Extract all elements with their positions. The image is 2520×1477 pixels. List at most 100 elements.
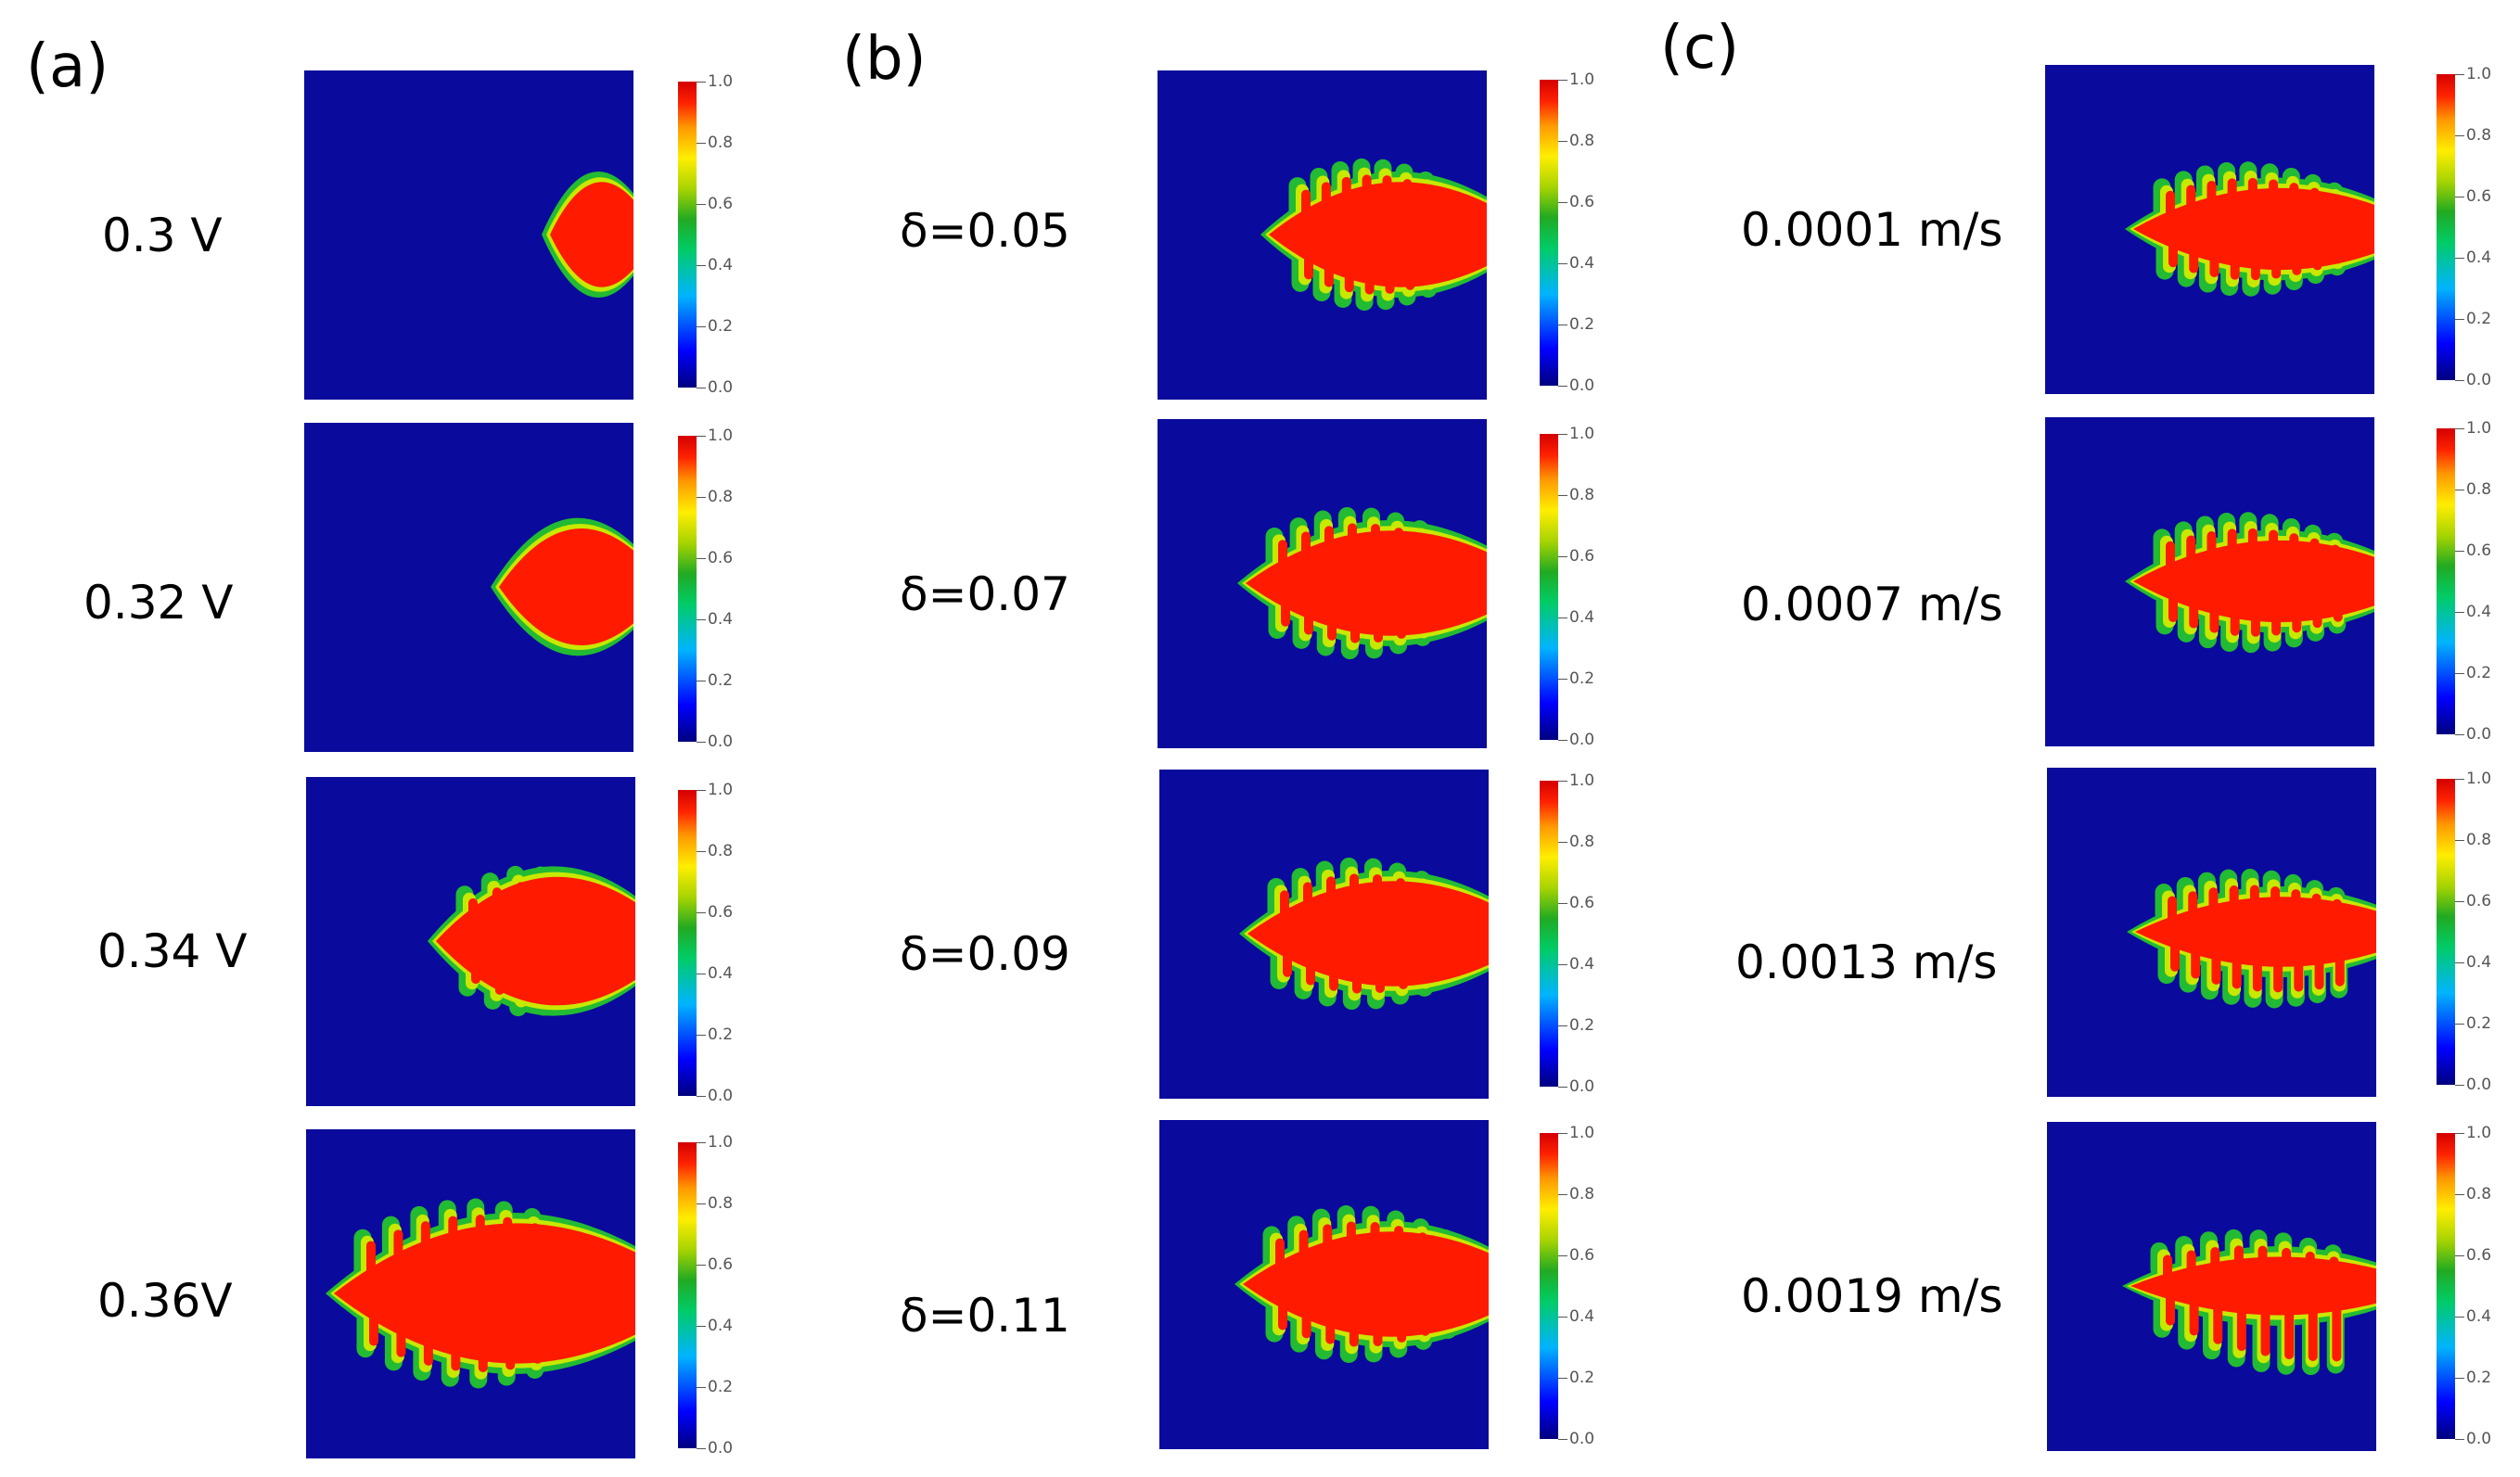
colorbar-tick-label: 1.0 bbox=[708, 427, 734, 445]
colorbar-a-4: 0.0 0.2 0.4 0.6 0.8 1.0 bbox=[678, 1134, 808, 1457]
colorbar-tick bbox=[1558, 781, 1567, 782]
dendrite-branch bbox=[1394, 528, 1403, 567]
sim-a-4 bbox=[306, 1129, 635, 1458]
dendrite-branch bbox=[1382, 175, 1392, 216]
colorbar-tick-label: 0.0 bbox=[708, 732, 734, 751]
colorbar-tick bbox=[2455, 901, 2464, 902]
dendrite-branch bbox=[2332, 1291, 2342, 1362]
dendrite-branch bbox=[1441, 1241, 1452, 1275]
colorbar-tick-label: 0.4 bbox=[1569, 254, 1595, 273]
colorbar-gradient bbox=[678, 436, 697, 742]
dendrite-branch bbox=[2189, 592, 2199, 629]
dendrite-branch bbox=[2207, 530, 2217, 567]
dendrite-branch bbox=[2309, 187, 2320, 219]
colorbar-tick-label: 0.0 bbox=[2466, 371, 2492, 389]
colorbar-tick-label: 0.8 bbox=[2466, 126, 2492, 145]
dendrite-branch bbox=[1324, 526, 1334, 566]
colorbar-tick-label: 0.8 bbox=[708, 488, 734, 506]
colorbar-tick-label: 0.4 bbox=[708, 1317, 734, 1335]
dendrite-branch bbox=[2168, 896, 2177, 924]
dendrite-branch bbox=[1304, 247, 1313, 280]
dendrite-branch bbox=[2207, 180, 2217, 215]
colorbar-tick-label: 0.4 bbox=[708, 964, 734, 983]
colorbar-tick bbox=[2455, 1378, 2464, 1379]
colorbar-gradient bbox=[678, 82, 697, 388]
dendrite-body bbox=[436, 876, 635, 1006]
dendrite-branch bbox=[1329, 951, 1338, 991]
colorbar-tick bbox=[1558, 141, 1567, 142]
dendrite-branch bbox=[587, 1305, 597, 1343]
dendrite-branch bbox=[1420, 597, 1429, 632]
dendrite-branch bbox=[1344, 253, 1354, 293]
dendrite-branch bbox=[1396, 878, 1405, 917]
colorbar-tick-label: 0.8 bbox=[2466, 480, 2492, 499]
sim-a-3 bbox=[306, 777, 635, 1106]
colorbar-tick bbox=[2455, 1317, 2464, 1318]
colorbar-tick bbox=[697, 143, 706, 144]
phase-field-plot bbox=[2045, 417, 2374, 746]
sim-b-4 bbox=[1159, 1120, 1489, 1449]
dendrite-branch bbox=[423, 1316, 433, 1366]
colorbar-tick-label: 0.6 bbox=[708, 549, 734, 567]
row-label-b-3: δ=0.09 bbox=[900, 927, 1070, 981]
colorbar-tick-label: 0.4 bbox=[1569, 608, 1595, 627]
dendrite-branch bbox=[2271, 885, 2281, 920]
dendrite-branch bbox=[2258, 1245, 2268, 1276]
dendrite-branch bbox=[1278, 540, 1287, 572]
sim-b-2 bbox=[1158, 419, 1487, 748]
colorbar-tick bbox=[1558, 903, 1567, 904]
row-label-a-2: 0.32 V bbox=[83, 576, 234, 630]
colorbar-tick-label: 0.2 bbox=[1569, 1016, 1595, 1035]
dendrite-branch bbox=[2170, 939, 2180, 972]
sim-b-3 bbox=[1159, 770, 1489, 1099]
colorbar-tick-label: 0.2 bbox=[2466, 310, 2492, 328]
colorbar-tick bbox=[697, 558, 706, 559]
colorbar-b-1: 0.0 0.2 0.4 0.6 0.8 1.0 bbox=[1540, 71, 1669, 394]
colorbar-tick-label: 1.0 bbox=[708, 1133, 734, 1152]
dendrite-branch bbox=[588, 900, 598, 927]
dendrite-branch bbox=[505, 1318, 516, 1370]
dendrite-branch bbox=[2269, 529, 2279, 567]
phase-field-plot bbox=[306, 777, 635, 1106]
dendrite-branch bbox=[2292, 241, 2302, 275]
colorbar-tick-label: 0.2 bbox=[2466, 1014, 2492, 1033]
sim-c-4 bbox=[2047, 1122, 2376, 1451]
panel-label-c: (c) bbox=[1660, 14, 1740, 83]
dendrite-branch bbox=[2273, 944, 2283, 993]
colorbar-gradient bbox=[2437, 1133, 2455, 1439]
dendrite-branch bbox=[2233, 1245, 2244, 1276]
colorbar-tick-label: 1.0 bbox=[708, 781, 734, 799]
colorbar-tick bbox=[2455, 135, 2464, 136]
colorbar-c-1: 0.0 0.2 0.4 0.6 0.8 1.0 bbox=[2437, 66, 2520, 388]
dendrite-branch bbox=[2210, 1246, 2220, 1276]
colorbar-tick-label: 0.0 bbox=[1569, 731, 1595, 749]
colorbar-tick bbox=[2455, 380, 2464, 381]
dendrite-branch bbox=[557, 1232, 568, 1277]
colorbar-tick bbox=[697, 912, 706, 913]
phase-field-plot bbox=[1159, 770, 1489, 1099]
colorbar-tick bbox=[697, 326, 706, 327]
dendrite-branch bbox=[2305, 1251, 2315, 1279]
colorbar-tick-label: 0.6 bbox=[708, 195, 734, 213]
dendrite-branch bbox=[1327, 601, 1337, 641]
dendrite-branch bbox=[468, 898, 478, 925]
sim-a-1 bbox=[304, 70, 633, 400]
dendrite-branch bbox=[471, 957, 480, 985]
dendrite-branch bbox=[369, 1306, 378, 1346]
dendrite-branch bbox=[2271, 595, 2282, 636]
colorbar-tick bbox=[2455, 962, 2464, 963]
dendrite-branch bbox=[2330, 194, 2340, 223]
colorbar-gradient bbox=[1540, 1133, 1558, 1439]
colorbar-tick bbox=[697, 790, 706, 791]
colorbar-tick-label: 0.6 bbox=[2466, 892, 2492, 910]
colorbar-tick bbox=[697, 1035, 706, 1036]
colorbar-c-4: 0.0 0.2 0.4 0.6 0.8 1.0 bbox=[2437, 1125, 2520, 1447]
row-label-b-4: δ=0.11 bbox=[900, 1289, 1070, 1343]
dendrite-branch bbox=[1348, 523, 1357, 564]
dendrite-branch bbox=[1280, 890, 1289, 923]
colorbar-tick bbox=[697, 82, 706, 83]
dendrite-branch bbox=[1278, 1295, 1287, 1331]
dendrite-branch bbox=[1423, 185, 1433, 221]
colorbar-tick bbox=[2455, 1439, 2464, 1440]
colorbar-tick bbox=[1558, 679, 1567, 680]
